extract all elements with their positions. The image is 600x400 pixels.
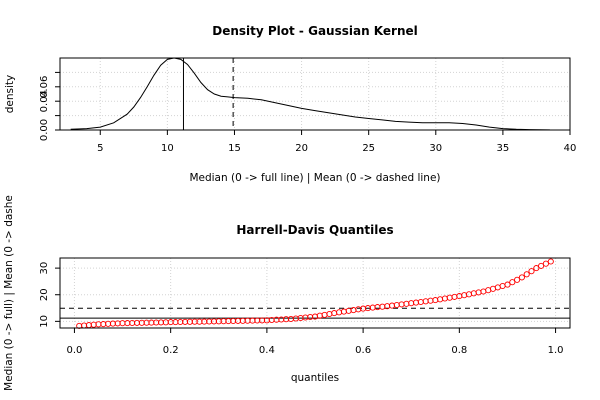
density-plot-panel: 5 10 15 20 25 30 35 40 0.00 0.040.06 Density Plo…: [4, 24, 576, 184]
x-tick-label: 10: [161, 143, 174, 154]
y-tick-label: 20: [39, 288, 50, 301]
x-tick-label: 30: [429, 143, 442, 154]
quantiles-reference-lines: [60, 307, 570, 319]
density-reference-lines: [182, 58, 234, 130]
quantile-point: [528, 268, 535, 275]
density-title: Density Plot - Gaussian Kernel: [212, 24, 418, 38]
y-tick-label: 0.04: [39, 90, 50, 112]
x-tick-label: 15: [228, 143, 241, 154]
x-tick-label: 20: [295, 143, 308, 154]
quantile-point: [514, 276, 521, 283]
quantiles-x-label: quantiles: [291, 372, 339, 384]
density-curve: [70, 57, 550, 131]
quantile-points: [76, 258, 554, 329]
quantiles-x-axis: 0.0 0.2 0.4 0.6 0.8 1.0: [66, 327, 564, 356]
quantile-point: [509, 279, 516, 286]
density-y-label: density: [4, 75, 16, 114]
quantile-point: [547, 258, 554, 265]
x-tick-label: 5: [97, 143, 103, 154]
y-tick-label: 0.06: [39, 76, 50, 98]
density-y-axis: 0.00 0.040.06: [39, 71, 61, 141]
density-x-axis: 5 10 15 20 25 30 35 40: [97, 129, 577, 154]
quantile-point: [542, 260, 549, 267]
x-tick-label: 0.8: [451, 345, 467, 356]
y-tick-label: 30: [39, 262, 50, 275]
x-tick-label: 25: [362, 143, 375, 154]
quantiles-title: Harrell-Davis Quantiles: [236, 223, 393, 237]
x-tick-label: 35: [497, 143, 510, 154]
quantile-point: [538, 262, 545, 269]
quantiles-y-label: Median (0 -> full) | Mean (0 -> dashe: [3, 195, 15, 391]
quantile-point: [533, 265, 540, 272]
x-tick-label: 0.6: [355, 345, 371, 356]
x-tick-label: 0.2: [163, 345, 179, 356]
x-tick-label: 0.4: [259, 345, 275, 356]
x-tick-label: 0.0: [66, 345, 82, 356]
y-tick-label: 0.00: [39, 119, 50, 141]
x-tick-label: 1.0: [548, 345, 564, 356]
y-tick-label: 10: [39, 315, 50, 328]
quantiles-grid: [60, 258, 570, 328]
quantile-point: [518, 274, 525, 281]
density-x-label: Median (0 -> full line) | Mean (0 -> das…: [189, 172, 440, 184]
quantiles-plot-panel: 0.0 0.2 0.4 0.6 0.8 1.0 10 20 30 Harrell-Davis …: [3, 195, 571, 391]
quantile-point: [523, 271, 530, 278]
quantiles-y-axis: 10 20 30: [39, 262, 61, 328]
quantile-point: [504, 281, 511, 288]
x-tick-label: 40: [564, 143, 577, 154]
